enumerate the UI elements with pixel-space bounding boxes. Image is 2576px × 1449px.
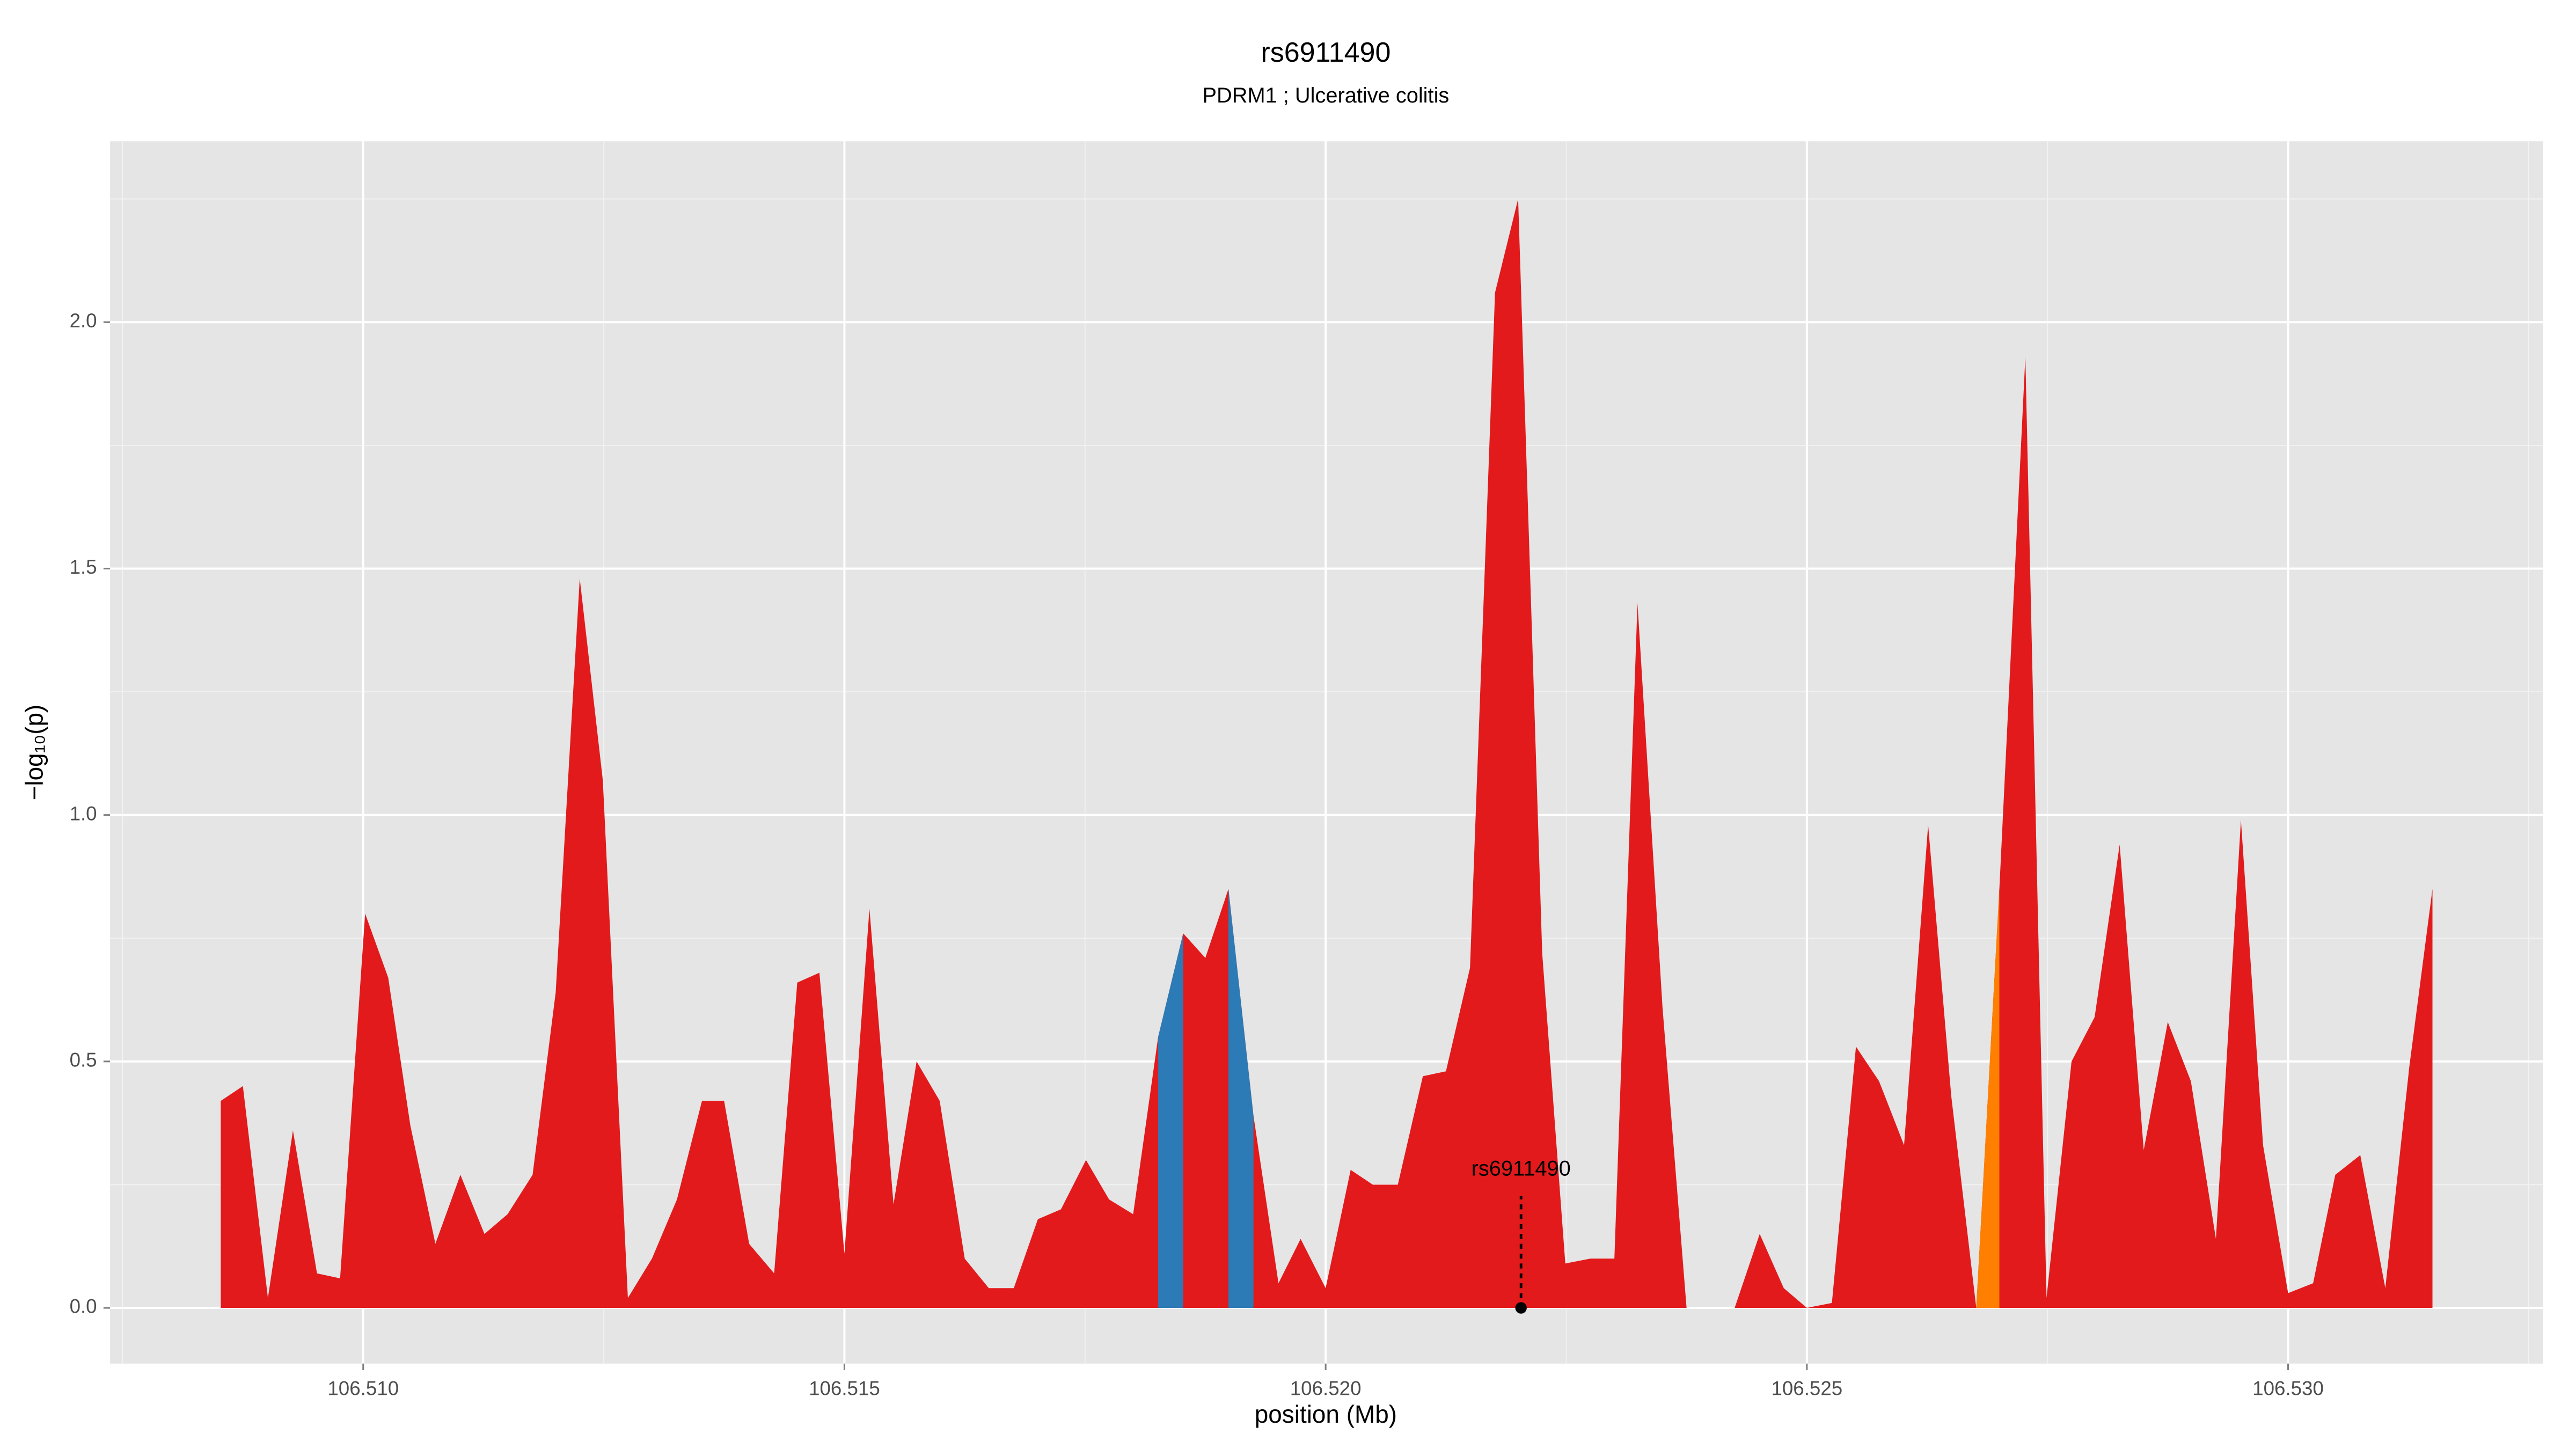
labels: 0.0 0.5 1.0 1.5 2.0 106.510 106.515 106.520 106.… <box>70 310 2324 1399</box>
x-tick-label: 106.530 <box>2252 1377 2324 1399</box>
x-axis-label: position (Mb) <box>1255 1400 1397 1428</box>
y-tick-label: 0.5 <box>70 1049 97 1071</box>
chart-subtitle: PDRM1 ; Ulcerative colitis <box>1203 84 1450 107</box>
chart-title: rs6911490 <box>1261 37 1391 68</box>
area <box>1158 889 1254 1308</box>
x-tick-label: 106.520 <box>1290 1377 1362 1399</box>
grid <box>110 141 2543 1364</box>
x-tick-label: 106.515 <box>809 1377 880 1399</box>
y-tick-label: 0.0 <box>70 1296 97 1318</box>
annotation-label: rs6911490 <box>1472 1157 1571 1180</box>
y-tick-label: 2.0 <box>70 310 97 332</box>
y-axis-label: −log₁₀(p) <box>20 705 48 801</box>
y-tick-label: 1.5 <box>70 556 97 578</box>
annotation-point <box>1515 1302 1527 1314</box>
y-tick-label: 1.0 <box>70 802 97 824</box>
x-tick-label: 106.510 <box>327 1377 399 1399</box>
x-tick-label: 106.525 <box>1771 1377 1842 1399</box>
